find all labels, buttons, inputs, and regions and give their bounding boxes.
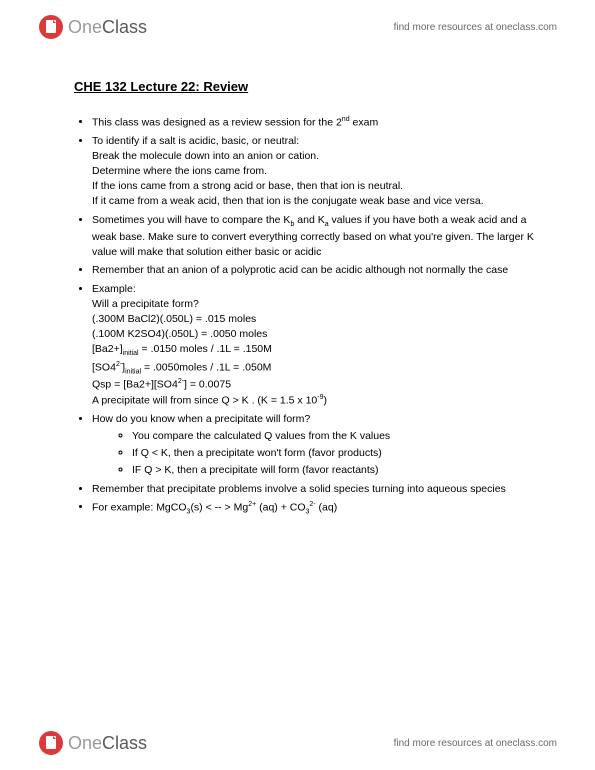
logo: OneClass <box>38 14 147 40</box>
bullet-list: This class was designed as a review sess… <box>74 115 535 518</box>
list-item: Example:Will a precipitate form?(.300M B… <box>92 282 535 409</box>
page-header: OneClass find more resources at oneclass… <box>0 0 595 48</box>
list-item: For example: MgCO3(s) < -- > Mg2+ (aq) +… <box>92 500 535 518</box>
logo: OneClass <box>38 730 147 756</box>
list-item: This class was designed as a review sess… <box>92 115 535 131</box>
logo-icon <box>38 730 64 756</box>
logo-text-class: Class <box>102 17 147 37</box>
logo-text: OneClass <box>68 17 147 38</box>
sub-list: You compare the calculated Q values from… <box>92 429 535 479</box>
list-item: You compare the calculated Q values from… <box>132 429 535 444</box>
list-item: To identify if a salt is acidic, basic, … <box>92 134 535 210</box>
list-item: How do you know when a precipitate will … <box>92 412 535 479</box>
logo-icon <box>38 14 64 40</box>
list-item: Remember that precipitate problems invol… <box>92 482 535 497</box>
find-more-link[interactable]: find more resources at oneclass.com <box>394 22 557 33</box>
logo-text-one: One <box>68 17 102 37</box>
logo-text-class: Class <box>102 733 147 753</box>
logo-text-one: One <box>68 733 102 753</box>
find-more-link[interactable]: find more resources at oneclass.com <box>394 738 557 749</box>
list-item: If Q < K, then a precipitate won't form … <box>132 446 535 461</box>
list-item: IF Q > K, then a precipitate will form (… <box>132 463 535 478</box>
list-item: Sometimes you will have to compare the K… <box>92 213 535 261</box>
page-footer: OneClass find more resources at oneclass… <box>0 730 595 756</box>
logo-text: OneClass <box>68 733 147 754</box>
list-item: Remember that an anion of a polyprotic a… <box>92 263 535 278</box>
document-content: CHE 132 Lecture 22: Review This class wa… <box>0 48 595 518</box>
page-title: CHE 132 Lecture 22: Review <box>74 78 535 97</box>
